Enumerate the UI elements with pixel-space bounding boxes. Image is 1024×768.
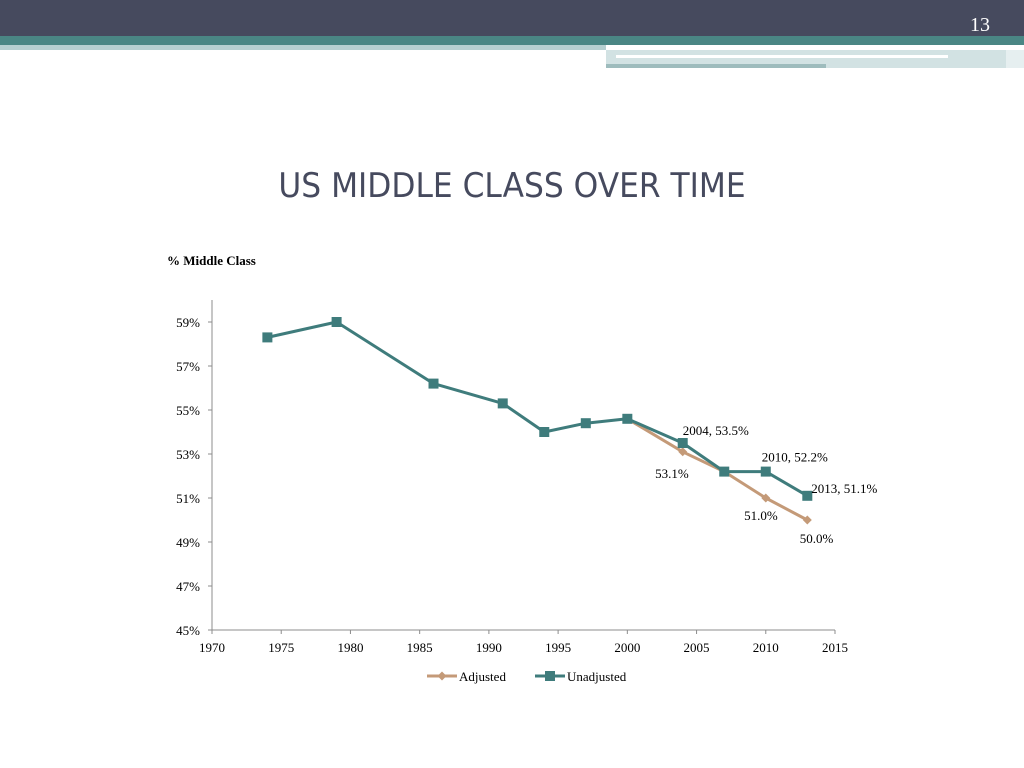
legend-marker (437, 671, 447, 681)
data-point (761, 493, 771, 503)
legend-label: Adjusted (459, 669, 506, 684)
y-tick-label: 51% (176, 491, 200, 506)
data-point (539, 427, 550, 437)
x-tick-label: 1975 (268, 640, 294, 655)
data-label: 2004, 53.5% (683, 423, 749, 438)
data-point (802, 490, 813, 501)
header-accent-corner (1006, 50, 1024, 68)
chart-data-labels: 2004, 53.5% 53.1% 2010, 52.2% 2013, 51.1% 51… (655, 423, 877, 546)
header-accent-line (606, 64, 826, 68)
slide-number: 13 (970, 14, 990, 36)
chart-axes: 45% 47% 49% 51% 53% 55% 57% 59% 1970 1975 1980 1985… (176, 300, 848, 655)
y-tick-label: 59% (176, 315, 200, 330)
y-tick-label: 45% (176, 623, 200, 638)
data-point (331, 317, 342, 327)
x-tick-label: 2000 (614, 640, 640, 655)
x-tick-label: 2010 (753, 640, 779, 655)
data-point (497, 398, 508, 409)
header-accent-stripe (0, 45, 606, 50)
data-point (719, 466, 730, 477)
series-unadjusted (262, 317, 813, 501)
data-point (678, 447, 688, 457)
chart-y-title: % Middle Class (167, 253, 256, 268)
data-point (580, 418, 591, 429)
x-tick-label: 1990 (476, 640, 502, 655)
chart-series (262, 317, 813, 525)
data-label: 51.0% (744, 508, 778, 523)
x-tick-label: 1985 (407, 640, 433, 655)
x-tick-label: 2015 (822, 640, 848, 655)
x-tick-label: 1970 (199, 640, 225, 655)
data-point (262, 332, 273, 343)
data-point (428, 378, 439, 389)
data-point (802, 515, 812, 525)
data-label: 2013, 51.1% (811, 481, 877, 496)
header-accent-panel (606, 50, 1006, 68)
legend-label: Unadjusted (567, 669, 627, 684)
header-bar (0, 0, 1024, 36)
legend-item-adjusted: Adjusted (427, 669, 506, 684)
data-point (622, 413, 633, 424)
y-tick-label: 53% (176, 447, 200, 462)
y-tick-label: 49% (176, 535, 200, 550)
x-tick-label: 1980 (337, 640, 363, 655)
data-label: 53.1% (655, 466, 689, 481)
legend-marker (545, 671, 555, 681)
x-tick-label: 2005 (684, 640, 710, 655)
chart-legend: Adjusted Unadjusted (427, 669, 627, 684)
x-tick-label: 1995 (545, 640, 571, 655)
header-accent-line (616, 55, 948, 58)
y-tick-label: 47% (176, 579, 200, 594)
legend-item-unadjusted: Unadjusted (535, 669, 627, 684)
data-point (760, 466, 771, 477)
data-label: 50.0% (800, 531, 834, 546)
data-point (677, 438, 688, 448)
line-chart: % Middle Class 45% 47% 49% 51% 53% 55% 57% 59% 1… (167, 253, 878, 684)
header-accent-band (0, 36, 1024, 45)
data-label: 2010, 52.2% (762, 450, 828, 465)
y-tick-label: 55% (176, 403, 200, 418)
y-tick-label: 57% (176, 359, 200, 374)
slide-title: US MIDDLE CLASS OVER TIME (278, 166, 746, 206)
